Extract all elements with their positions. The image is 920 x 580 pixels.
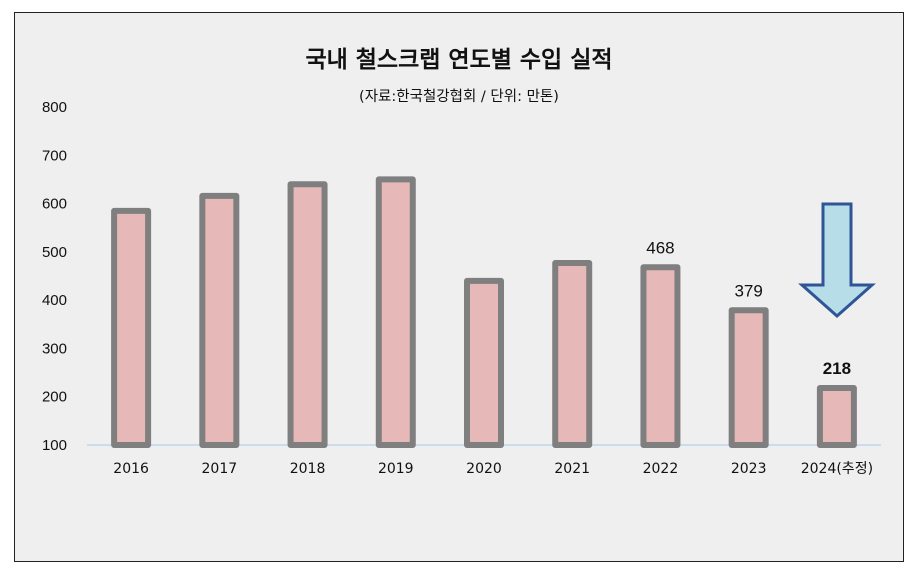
x-tick-label: 2016 [113,461,149,477]
x-tick-label: 2024(추정) [801,461,873,477]
y-tick-label: 400 [42,292,67,309]
bar-2021 [552,259,593,448]
y-tick-label: 500 [42,244,67,261]
bar-2017 [199,192,240,448]
bars [111,176,857,449]
chart-title: 국내 철스크랩 연도별 수입 실적 [305,47,612,73]
x-tick-label: 2018 [290,461,326,477]
y-tick-label: 200 [42,389,67,406]
y-tick-label: 700 [42,147,67,164]
down-arrow-icon [798,202,876,319]
bar-2024(추정) [816,385,857,448]
y-tick-label: 300 [42,340,67,357]
x-tick-label: 2023 [731,461,767,477]
bar-2023 [728,307,769,449]
x-tick-label: 2021 [554,461,590,477]
chart-frame: 국내 철스크랩 연도별 수입 실적 (자료:한국철강협회 / 단위: 만톤) 1… [14,12,904,562]
bar-2016 [111,207,152,448]
x-tick-label: 2020 [466,461,502,477]
y-tick-label: 800 [42,99,67,116]
chart-subtitle: (자료:한국철강협회 / 단위: 만톤) [359,88,559,105]
x-tick-label: 2022 [643,461,679,477]
x-tick-label: 2019 [378,461,414,477]
bar-2019 [375,176,416,449]
y-tick-label: 100 [42,437,67,454]
bar-2018 [287,181,328,448]
y-axis-ticks: 100 200 300 400 500 600 700 800 [42,99,67,454]
bar-2020 [464,277,504,449]
data-label: 379 [734,281,762,300]
bar-2022 [640,264,681,448]
x-axis-ticks: 2016 2017 2018 2019 2020 2021 2022 2023 2024(추정) [113,461,873,477]
y-tick-label: 600 [42,196,67,213]
x-tick-label: 2017 [202,461,238,477]
data-labels: 468 379 218 [646,238,851,378]
data-label: 468 [646,238,674,257]
data-label: 218 [823,359,851,378]
chart-svg: 국내 철스크랩 연도별 수입 실적 (자료:한국철강협회 / 단위: 만톤) 1… [42,47,881,477]
